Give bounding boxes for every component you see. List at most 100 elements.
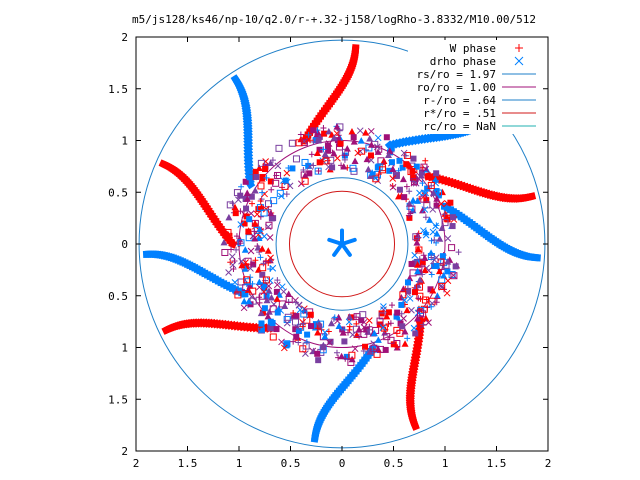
phase-square-open: [349, 164, 357, 172]
phase-square-open: [224, 228, 232, 236]
phase-square-open: [275, 144, 283, 152]
phase-triangle: [422, 314, 430, 322]
drho-phase-point: [321, 329, 329, 336]
phase-triangle: [268, 294, 276, 301]
drho-phase-point: [374, 134, 382, 142]
phase-square: [341, 338, 348, 345]
phase-triangle: [321, 150, 329, 158]
drho-phase-point: [432, 222, 439, 230]
phase-square-open: [302, 342, 310, 350]
phase-square-open: [438, 282, 446, 290]
phase-square: [316, 133, 323, 140]
y-tick-label: 0.5: [108, 290, 128, 303]
drho-phase-point: [351, 345, 359, 353]
w-phase-point: [388, 302, 395, 309]
legend-label: W phase: [450, 42, 496, 55]
phase-square-open: [392, 171, 400, 179]
drho-phase-point: [247, 265, 254, 272]
phase-square: [398, 301, 405, 308]
phase-triangle: [367, 141, 375, 148]
w-phase-point: [300, 320, 307, 327]
phase-triangle: [265, 287, 273, 294]
phase-square-open: [358, 147, 366, 155]
phase-square: [388, 159, 395, 166]
phase-triangle: [399, 175, 407, 183]
phase-triangle: [240, 297, 248, 305]
phase-square-open: [259, 292, 267, 300]
phase-triangle: [343, 145, 351, 152]
phase-square: [404, 279, 411, 286]
phase-triangle: [414, 245, 422, 253]
w-phase-point: [341, 156, 348, 163]
phase-triangle: [429, 189, 437, 196]
drho-phase-point: [225, 269, 232, 276]
phase-triangle: [436, 235, 444, 242]
phase-triangle: [440, 272, 448, 279]
phase-triangle: [251, 187, 259, 194]
phase-triangle: [243, 195, 251, 202]
w-phase-point: [249, 280, 256, 287]
x-tick-label: 0: [339, 457, 346, 470]
drho-phase-point: [273, 281, 281, 289]
phase-square-open: [270, 197, 278, 205]
w-phase-point: [422, 214, 429, 221]
drho-phase-point: [437, 200, 445, 208]
phase-triangle: [314, 328, 322, 336]
phase-triangle: [330, 134, 338, 141]
phase-square-open: [376, 317, 384, 325]
w-phase-point: [300, 166, 307, 173]
w-phase-point: [333, 349, 340, 356]
w-phase-point: [419, 180, 426, 187]
drho-phase-point: [265, 282, 273, 290]
arm-marker: [351, 44, 360, 52]
arm-marker: [310, 434, 319, 443]
phase-triangle: [267, 159, 275, 167]
phase-triangle: [351, 157, 359, 164]
w-phase-point: [228, 246, 235, 253]
phase-square: [390, 341, 397, 348]
phase-square: [262, 165, 269, 172]
phase-square: [329, 164, 336, 171]
drho-phase-point: [428, 299, 436, 307]
drho-phase-point: [365, 317, 373, 324]
phase-triangle: [401, 340, 409, 347]
w-phase-point: [238, 183, 245, 190]
legend-swatch: [514, 56, 524, 66]
phase-triangle: [392, 139, 400, 147]
phase-square: [427, 286, 434, 293]
drho-phase-point: [247, 247, 255, 255]
phase-triangle: [363, 155, 371, 163]
phase-triangle: [330, 149, 338, 157]
phase-square: [263, 293, 270, 300]
star-arm: [340, 237, 357, 246]
drho-phase-point: [410, 324, 418, 332]
phase-triangle: [401, 328, 409, 335]
drho-phase-point: [269, 264, 277, 272]
w-phase-point: [415, 295, 422, 302]
phase-triangle: [256, 225, 264, 233]
drho-phase-point: [349, 331, 357, 339]
w-phase-point: [274, 277, 281, 284]
phase-square-open: [415, 246, 423, 254]
drho-phase-point: [278, 192, 285, 200]
phase-triangle: [251, 219, 259, 227]
w-phase-point: [297, 131, 304, 138]
legend-label: rc/ro = NaN: [423, 120, 496, 133]
phase-square: [246, 216, 253, 223]
w-phase-point: [403, 183, 410, 190]
phase-triangle: [421, 254, 429, 262]
w-phase-point: [420, 321, 427, 328]
phase-square: [343, 353, 350, 360]
phase-square: [267, 178, 274, 185]
phase-triangle: [433, 195, 441, 202]
drho-phase-point: [294, 324, 302, 332]
w-phase-point: [433, 222, 440, 229]
w-phase-point: [262, 258, 269, 265]
phase-square: [261, 305, 268, 312]
phase-square: [270, 215, 277, 222]
phase-triangle: [414, 315, 422, 322]
phase-square: [259, 271, 266, 278]
drho-phase-point: [432, 254, 440, 261]
w-phase-point: [353, 314, 360, 321]
w-phase-point: [305, 131, 312, 138]
